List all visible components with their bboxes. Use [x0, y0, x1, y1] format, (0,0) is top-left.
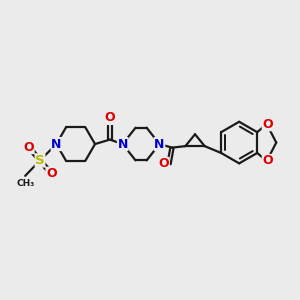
Text: O: O	[262, 154, 273, 167]
Text: N: N	[51, 138, 62, 151]
Text: O: O	[46, 167, 57, 180]
Text: O: O	[262, 118, 273, 130]
Text: O: O	[23, 140, 34, 154]
Text: CH₃: CH₃	[16, 179, 34, 188]
Text: O: O	[105, 111, 115, 124]
Text: N: N	[154, 138, 165, 151]
Text: N: N	[118, 138, 128, 151]
Text: S: S	[35, 154, 45, 167]
Text: O: O	[158, 158, 169, 170]
